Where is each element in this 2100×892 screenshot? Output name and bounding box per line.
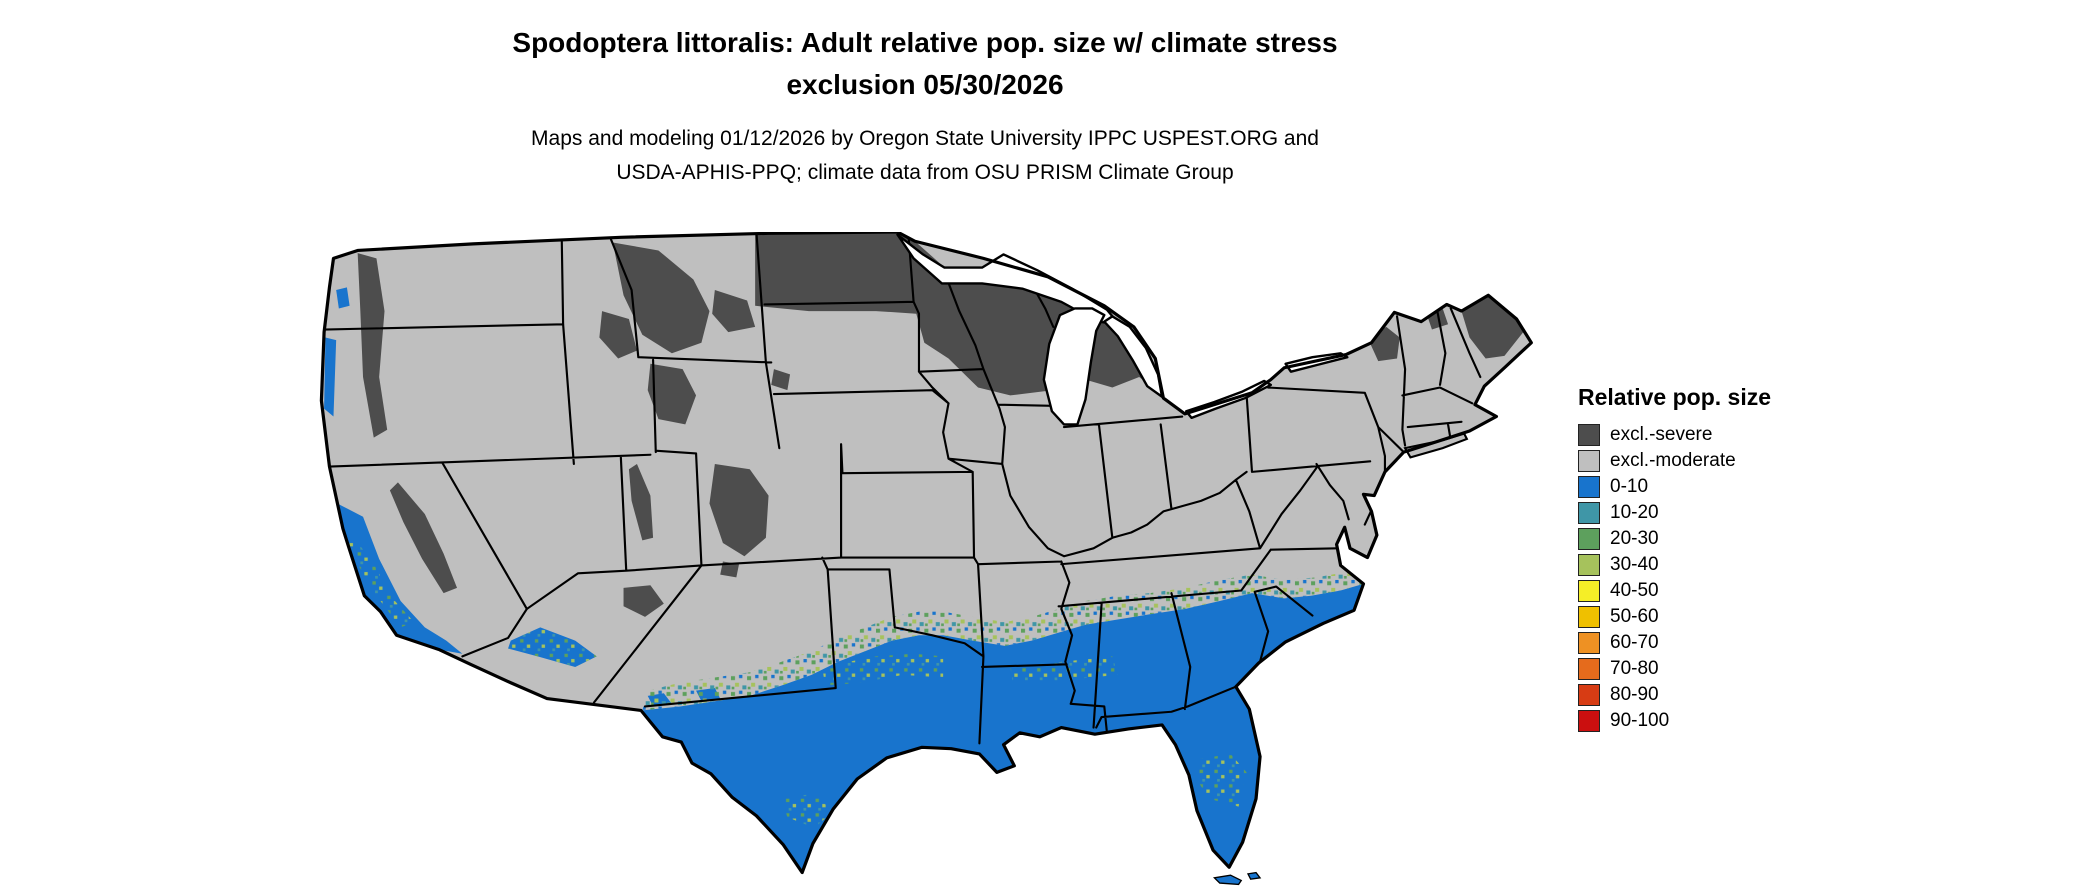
legend-row: 60-70 [1578,632,1838,654]
legend-label: 60-70 [1610,632,1659,653]
legend-row: excl.-severe [1578,424,1838,446]
legend-row: 0-10 [1578,476,1838,498]
legend-swatch-90-100 [1578,710,1600,732]
legend-row: 10-20 [1578,502,1838,524]
legend-row: 80-90 [1578,684,1838,706]
us-map-container [312,232,1534,891]
florida-keys [1213,871,1262,886]
legend-label: excl.-moderate [1610,450,1736,471]
legend-swatch-0-10 [1578,476,1600,498]
legend-row: 30-40 [1578,554,1838,576]
legend-label: 40-50 [1610,580,1659,601]
map-title: Spodoptera littoralis: Adult relative po… [0,22,1850,106]
legend-row: 20-30 [1578,528,1838,550]
legend-label: 70-80 [1610,658,1659,679]
legend-row: 70-80 [1578,658,1838,680]
map-subtitle-line2: USDA-APHIS-PPQ; climate data from OSU PR… [616,161,1234,184]
legend-swatch-10-20 [1578,502,1600,524]
legend-label: 90-100 [1610,710,1670,731]
lake-huron [1103,315,1164,398]
legend: Relative pop. size excl.-severe excl.-mo… [1578,384,1838,736]
legend-swatch-20-30 [1578,528,1600,550]
legend-row: 90-100 [1578,710,1838,732]
legend-label: 0-10 [1610,476,1649,497]
legend-label: excl.-severe [1610,424,1713,445]
legend-label: 30-40 [1610,554,1659,575]
legend-row: excl.-moderate [1578,450,1838,472]
legend-label: 80-90 [1610,684,1659,705]
lake-michigan [1042,307,1106,426]
legend-label: 10-20 [1610,502,1659,523]
legend-label: 50-60 [1610,606,1659,627]
us-map [319,232,1533,886]
legend-label: 20-30 [1610,528,1659,549]
region-transition-speckle [642,572,1364,711]
map-subtitle-line1: Maps and modeling 01/12/2026 by Oregon S… [531,127,1319,150]
legend-swatch-50-60 [1578,606,1600,628]
map-title-line2: exclusion 05/30/2026 [786,69,1064,100]
conus-outline [319,232,1533,875]
region-excluded-severe [357,232,1524,617]
map-subtitle: Maps and modeling 01/12/2026 by Oregon S… [0,122,1850,190]
legend-swatch-30-40 [1578,554,1600,576]
map-title-line1: Spodoptera littoralis: Adult relative po… [512,27,1338,58]
legend-swatch-70-80 [1578,658,1600,680]
legend-swatch-40-50 [1578,580,1600,602]
legend-swatch-80-90 [1578,684,1600,706]
region-pop-0-10 [324,287,1364,873]
legend-swatch-excl-severe [1578,424,1600,446]
legend-row: 50-60 [1578,606,1838,628]
legend-swatch-60-70 [1578,632,1600,654]
legend-title: Relative pop. size [1578,384,1772,410]
state-borders [323,232,1482,745]
legend-swatch-excl-moderate [1578,450,1600,472]
legend-row: 40-50 [1578,580,1838,602]
